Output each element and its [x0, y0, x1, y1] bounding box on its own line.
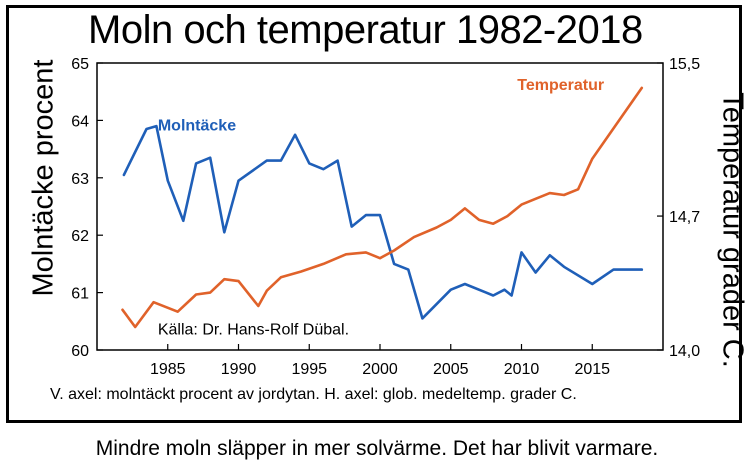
- x-tick-label: 1995: [291, 361, 327, 378]
- plot-area: 1985 1990 1995 2000 2005 2010 2015 60 61 62 63 64 65…: [71, 56, 700, 378]
- y-left-tick-label: 65: [71, 56, 89, 73]
- y-left-tick-label: 63: [71, 171, 89, 188]
- caption: Mindre moln släpper in mer solvärme. Det…: [95, 437, 659, 460]
- chart-title: Moln och temperatur 1982-2018: [88, 8, 643, 52]
- axis-note: V. axel: molntäckt procent av jordytan. …: [50, 386, 577, 403]
- series-line-molntäcke: [122, 124, 644, 320]
- x-tick-label: 1985: [150, 361, 186, 378]
- x-tick-label: 2000: [362, 361, 398, 378]
- y-right-tick-label: 15,5: [669, 56, 700, 73]
- x-tick-label: 2005: [433, 361, 469, 378]
- x-tick-label: 2010: [504, 361, 540, 378]
- x-tick-label: 1990: [221, 361, 257, 378]
- source-note: Källa: Dr. Hans-Rolf Dübal.: [158, 322, 349, 339]
- y-left-tick-label: 61: [71, 286, 89, 303]
- y-right-tick-label: 14,7: [669, 209, 700, 226]
- series-label-temperatur: Temperatur: [517, 77, 604, 94]
- y-left-tick-label: 60: [71, 343, 89, 360]
- x-tick-label: 2015: [574, 361, 610, 378]
- series-label-molntacke: Molntäcke: [158, 118, 236, 135]
- y-left-tick-label: 62: [71, 228, 89, 245]
- y-left-tick-label: 64: [71, 113, 89, 130]
- series-line-temperatur: [121, 86, 644, 329]
- y-right-tick-label: 14,0: [669, 343, 700, 360]
